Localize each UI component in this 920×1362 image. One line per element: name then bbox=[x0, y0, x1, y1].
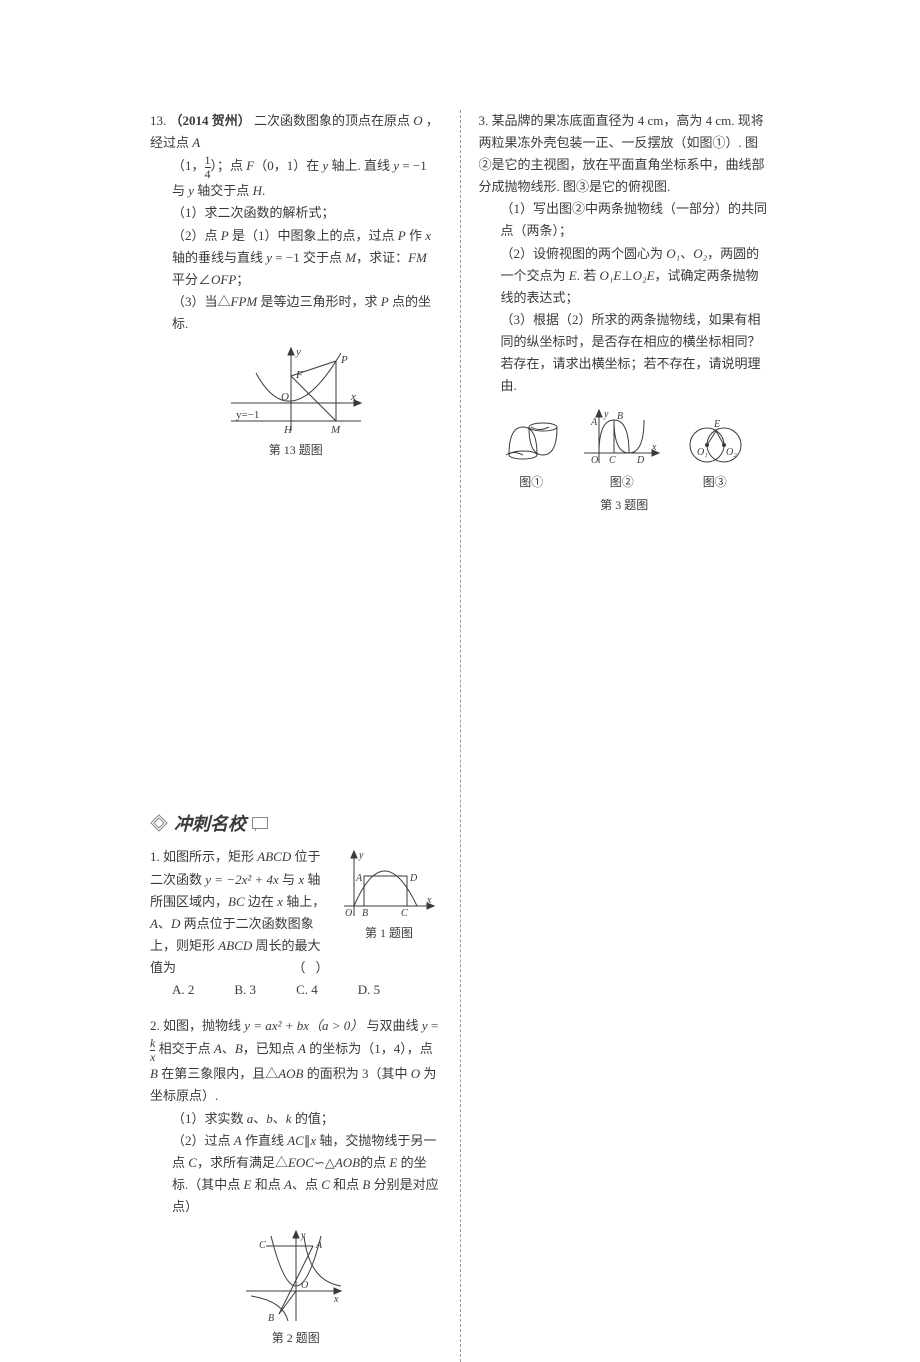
p13-O: O bbox=[413, 113, 422, 128]
p13-sub1: （1）求二次函数的解析式； bbox=[150, 202, 442, 224]
svg-text:x: x bbox=[350, 391, 356, 403]
p2-sub2: （2）过点 A 作直线 AC∥x 轴，交抛物线于另一点 C，求所有满足△EOC∽… bbox=[150, 1130, 442, 1218]
svg-text:y=−1: y=−1 bbox=[236, 409, 259, 421]
svg-text:B: B bbox=[617, 411, 623, 422]
svg-text:B: B bbox=[362, 908, 368, 919]
p13-t1a: 二次函数图象的顶点在原点 bbox=[254, 113, 413, 128]
p3-sub2: （2）设俯视图的两个圆心为 O₁、O₂，两圆的一个交点为 E. 若 O₁E⊥O₂… bbox=[479, 243, 771, 309]
svg-text:y: y bbox=[295, 346, 301, 358]
svg-text:C: C bbox=[609, 455, 616, 466]
section-title: 冲刺名校 bbox=[174, 810, 246, 836]
svg-text:B: B bbox=[268, 1313, 274, 1324]
svg-text:x: x bbox=[651, 442, 657, 453]
svg-text:x: x bbox=[333, 1294, 339, 1305]
p13-source: （2014 贺州） bbox=[170, 113, 251, 128]
p13-fig-label: 第 13 题图 bbox=[150, 440, 442, 460]
p3-fig3: O₁ O₂ E 图③ bbox=[682, 415, 747, 492]
p13-l2b: ）；点 bbox=[211, 158, 247, 173]
p13-period: . bbox=[262, 183, 265, 198]
page-content: 13. （2014 贺州） 二次函数图象的顶点在原点 O ，经过点 A （1，1… bbox=[150, 110, 770, 1362]
p13-svg: y x O F P H M y=−1 bbox=[221, 343, 371, 438]
p13-num: 13. bbox=[150, 113, 166, 128]
svg-text:C: C bbox=[259, 1240, 266, 1251]
p1-options: A. 2 B. 3 C. 4 D. 5 bbox=[150, 979, 442, 1001]
svg-text:D: D bbox=[409, 873, 418, 884]
right-column: 3. 某品牌的果冻底面直径为 4 cm，高为 4 cm. 现将两粒果冻外壳包装一… bbox=[479, 110, 771, 1362]
column-divider bbox=[460, 110, 461, 1362]
p13-l2f: 轴交于点 bbox=[194, 183, 253, 198]
p3-fig1: 图① bbox=[501, 415, 561, 492]
p13-l2c: （0，1）在 bbox=[254, 158, 322, 173]
section-header: 冲刺名校 bbox=[150, 810, 442, 836]
p2-sub1: （1）求实数 a、b、k 的值； bbox=[150, 1108, 442, 1130]
svg-text:C: C bbox=[401, 908, 408, 919]
p3-fig2: y x O A B C D 图② bbox=[579, 405, 664, 492]
svg-text:x: x bbox=[426, 895, 432, 906]
svg-text:O₁: O₁ bbox=[697, 447, 708, 458]
p13-line2: （1，14）；点 F（0，1）在 y 轴上. 直线 y = −1 与 y 轴交于… bbox=[150, 154, 442, 202]
svg-text:F: F bbox=[295, 369, 303, 381]
svg-text:H: H bbox=[283, 424, 293, 436]
left-column: 13. （2014 贺州） 二次函数图象的顶点在原点 O ，经过点 A （1，1… bbox=[150, 110, 442, 1362]
p13-figure: y x O F P H M y=−1 第 13 题图 bbox=[150, 343, 442, 460]
svg-text:O: O bbox=[345, 908, 352, 919]
svg-text:A: A bbox=[315, 1240, 323, 1251]
flag-icon bbox=[252, 817, 268, 829]
p3-figures: 图① bbox=[479, 405, 771, 515]
p2-figure: y x O A B C 第 2 题图 bbox=[150, 1226, 442, 1348]
svg-text:M: M bbox=[330, 424, 341, 436]
svg-text:y: y bbox=[358, 850, 364, 861]
p13-H: H bbox=[253, 183, 262, 198]
p13-sub2: （2）点 P 是（1）中图象上的点，过点 P 作 x 轴的垂线与直线 y = −… bbox=[150, 225, 442, 291]
p13-l2d: 轴上. 直线 bbox=[328, 158, 393, 173]
svg-text:y: y bbox=[603, 409, 609, 420]
p13-l2a: （1， bbox=[172, 158, 205, 173]
svg-text:O: O bbox=[301, 1280, 308, 1291]
problem-13: 13. （2014 贺州） 二次函数图象的顶点在原点 O ，经过点 A （1，1… bbox=[150, 110, 442, 460]
svg-text:y: y bbox=[300, 1230, 306, 1241]
p2-svg: y x O A B C bbox=[241, 1226, 351, 1326]
diamond-icon bbox=[150, 814, 168, 832]
svg-text:O: O bbox=[591, 455, 598, 466]
p13-A: A bbox=[192, 135, 200, 150]
svg-text:E: E bbox=[713, 419, 720, 430]
problem-1: 1. 如图所示，矩形 ABCD 位于二次函数 y = −2x² + 4x 与 x… bbox=[150, 846, 442, 1001]
p13-sub3: （3）当△FPM 是等边三角形时，求 P 点的坐标. bbox=[150, 291, 442, 335]
svg-text:A: A bbox=[355, 873, 363, 884]
svg-text:O: O bbox=[281, 391, 289, 403]
svg-text:O₂: O₂ bbox=[726, 447, 737, 458]
problem-3: 3. 某品牌的果冻底面直径为 4 cm，高为 4 cm. 现将两粒果冻外壳包装一… bbox=[479, 110, 771, 515]
problem-2: 2. 如图，抛物线 y = ax² + bx（a > 0） 与双曲线 y = k… bbox=[150, 1015, 442, 1348]
svg-text:D: D bbox=[636, 455, 645, 466]
p1-svg: y x O A B C D bbox=[339, 846, 439, 921]
svg-text:P: P bbox=[340, 354, 348, 366]
svg-text:A: A bbox=[590, 417, 598, 428]
